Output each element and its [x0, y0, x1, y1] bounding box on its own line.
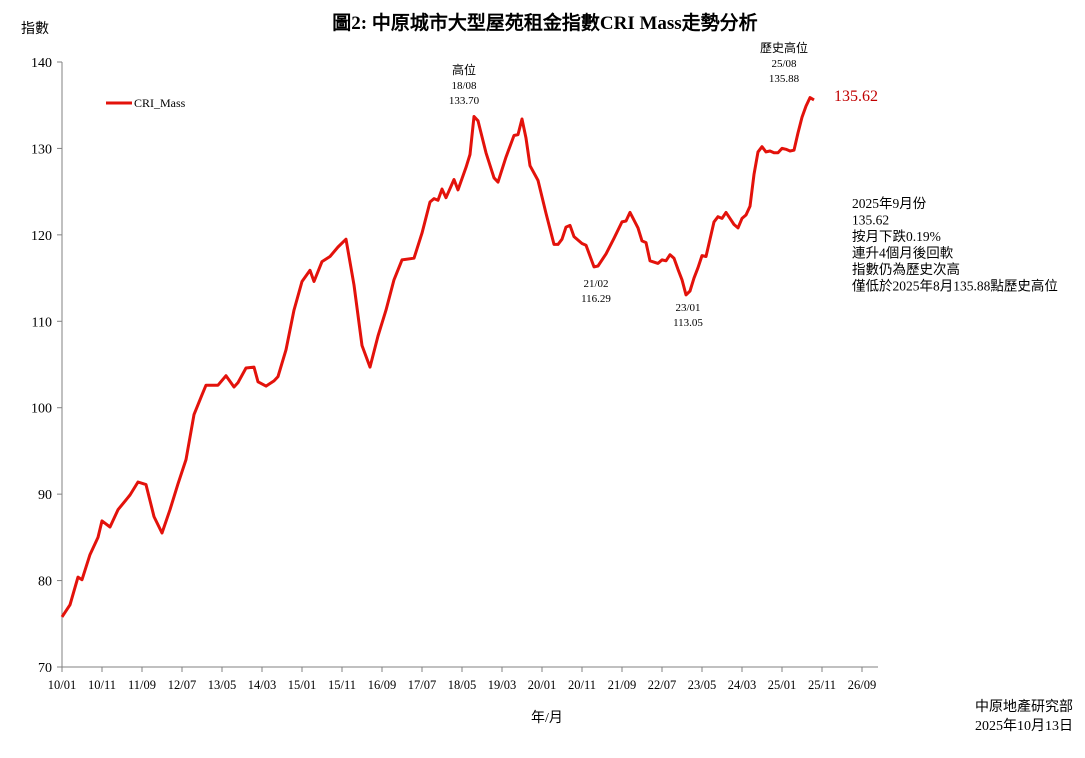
commentary-line: 連升4個月後回軟: [852, 246, 954, 261]
source-date: 2025年10月13日: [975, 718, 1073, 734]
x-tick-label: 20/11: [568, 678, 596, 692]
y-tick-label: 70: [38, 661, 52, 676]
annotation-text: 23/01: [675, 302, 700, 314]
annotation-text: 25/08: [771, 58, 797, 70]
x-tick-label: 24/03: [728, 678, 756, 692]
x-axis-label: 年/月: [531, 710, 563, 726]
x-tick-label: 13/05: [208, 678, 236, 692]
x-tick-label: 10/01: [48, 678, 76, 692]
legend-label: CRI_Mass: [134, 96, 186, 110]
annotation-text: 116.29: [581, 293, 611, 305]
x-tick-label: 15/01: [288, 678, 316, 692]
annotation-text: 135.88: [769, 73, 800, 85]
annotation-text: 113.05: [673, 317, 703, 329]
y-tick-label: 120: [31, 229, 52, 244]
x-tick-label: 22/07: [648, 678, 676, 692]
annotation-text: 133.70: [449, 95, 480, 107]
y-tick-label: 100: [31, 402, 52, 417]
y-tick-label: 130: [31, 142, 52, 157]
x-tick-label: 25/01: [768, 678, 796, 692]
commentary-line: 按月下跌0.19%: [852, 229, 941, 244]
x-tick-label: 11/09: [128, 678, 156, 692]
x-tick-label: 20/01: [528, 678, 556, 692]
x-tick-label: 16/09: [368, 678, 396, 692]
series-line-cri-mass: [60, 96, 815, 618]
annotation-text: 高位: [452, 62, 476, 77]
x-tick-label: 15/11: [328, 678, 356, 692]
x-tick-label: 17/07: [408, 678, 436, 692]
commentary-line: 指數仍為歷史次高: [852, 261, 960, 277]
legend: CRI_Mass: [106, 96, 186, 110]
last-value-label: 135.62: [834, 88, 878, 105]
x-tick-label: 21/09: [608, 678, 636, 692]
x-tick-label: 19/03: [488, 678, 516, 692]
annotation-text: 歷史高位: [760, 40, 808, 55]
y-axis-label: 指數: [21, 21, 49, 37]
annotation-text: 21/02: [583, 278, 608, 290]
annotation-text: 18/08: [451, 80, 477, 92]
axes: [57, 61, 878, 672]
tick-labels: 70 80 90 100 110 120 130 140 10/01 10/11 11/09 12/0…: [31, 56, 876, 692]
source-org: 中原地產研究部: [975, 698, 1073, 715]
x-tick-label: 25/11: [808, 678, 836, 692]
x-tick-label: 18/05: [448, 678, 476, 692]
x-tick-label: 12/07: [168, 678, 196, 692]
commentary-line: 135.62: [852, 213, 889, 228]
y-tick-label: 80: [38, 575, 52, 590]
chart-title: 圖2: 中原城市大型屋苑租金指數CRI Mass走勢分析: [332, 11, 757, 34]
x-tick-label: 10/11: [88, 678, 116, 692]
x-tick-label: 23/05: [688, 678, 716, 692]
y-tick-label: 140: [31, 56, 52, 71]
commentary-line: 僅低於2025年8月135.88點歷史高位: [852, 278, 1058, 294]
y-tick-label: 110: [32, 315, 52, 330]
x-tick-label: 14/03: [248, 678, 276, 692]
annotations: 高位 18/08 133.70 21/02 116.29 23/01 113.05 歷史高位 2…: [449, 40, 808, 329]
commentary-line: 2025年9月份: [852, 196, 927, 211]
x-tick-label: 26/09: [848, 678, 876, 692]
y-tick-label: 90: [38, 488, 52, 503]
